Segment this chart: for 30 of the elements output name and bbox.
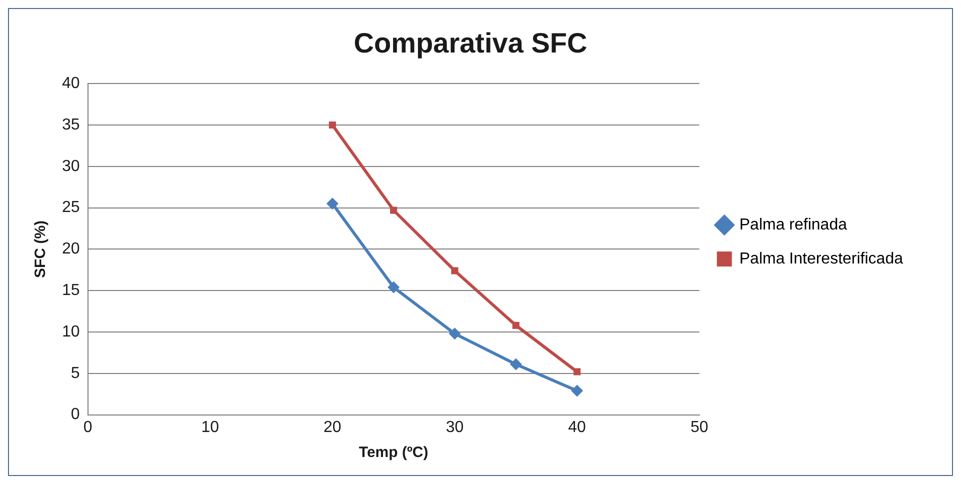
point [510,358,522,370]
point [451,267,458,274]
x-tick-label: 10 [201,418,220,436]
x-tick-label: 30 [446,418,464,436]
point [390,206,398,214]
point [388,281,400,294]
chart-title: Comparativa SFC [354,28,588,59]
point [571,384,584,397]
legend-label: Palma refinada [739,216,848,234]
y-tick-label: 20 [62,240,80,258]
y-tick-label: 30 [62,158,80,175]
point [448,328,461,340]
point [328,121,336,129]
x-tick-label: 40 [568,418,586,436]
y-tick-label: 5 [70,364,80,382]
point [574,368,581,376]
y-tick-label: 25 [62,199,80,216]
point [512,322,520,329]
x-tick-label: 0 [83,418,92,436]
y-tick-label: 15 [62,282,80,300]
x-axis-title: Temp (ºC) [358,444,428,462]
legend-label: Palma Interesterificada [739,250,904,268]
y-tick-label: 35 [62,116,80,134]
x-tick-label: 50 [690,418,708,436]
y-tick-label: 10 [62,323,80,340]
y-axis-title: SFC (%) [32,220,50,278]
point [326,198,338,210]
y-tick-label: 40 [62,75,80,92]
y-tick-label: 0 [70,406,80,424]
x-tick-label: 20 [324,418,342,436]
